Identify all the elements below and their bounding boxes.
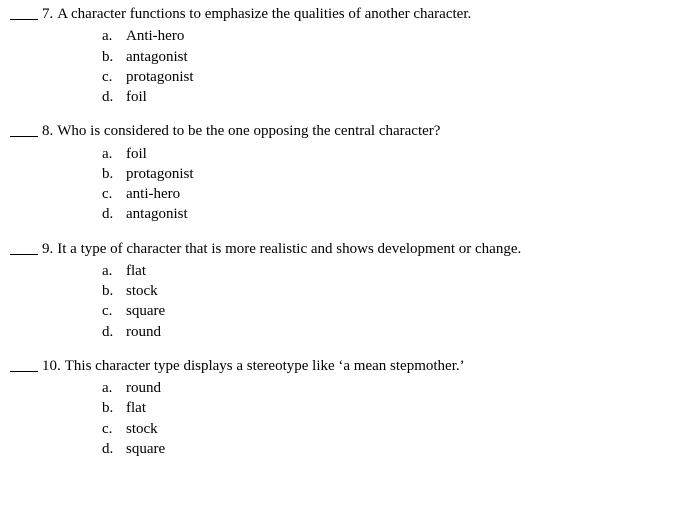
option-letter: c. — [102, 301, 126, 321]
option-letter: b. — [102, 398, 126, 418]
option-letter: a. — [102, 261, 126, 281]
option-b: b.flat — [102, 398, 679, 418]
option-text: stock — [126, 281, 158, 301]
option-a: a.foil — [102, 144, 679, 164]
option-text: foil — [126, 144, 147, 164]
option-a: a.Anti-hero — [102, 26, 679, 46]
options-list: a.flatb.stockc.squared.round — [102, 261, 679, 342]
answer-blank[interactable] — [10, 6, 38, 20]
option-b: b.stock — [102, 281, 679, 301]
options-list: a.roundb.flatc.stockd.square — [102, 378, 679, 459]
option-letter: b. — [102, 281, 126, 301]
option-text: anti-hero — [126, 184, 180, 204]
option-text: Anti-hero — [126, 26, 184, 46]
option-text: foil — [126, 87, 147, 107]
option-letter: d. — [102, 204, 126, 224]
option-letter: c. — [102, 419, 126, 439]
option-text: round — [126, 378, 161, 398]
question-number: 7. — [42, 4, 53, 24]
question-number: 8. — [42, 121, 53, 141]
options-list: a.Anti-herob.antagonistc.protagonistd.fo… — [102, 26, 679, 107]
question-number: 10. — [42, 356, 61, 376]
question-row: 9.It a type of character that is more re… — [10, 239, 679, 259]
option-c: c.square — [102, 301, 679, 321]
option-d: d.antagonist — [102, 204, 679, 224]
option-text: protagonist — [126, 67, 194, 87]
option-text: antagonist — [126, 204, 188, 224]
option-d: d.round — [102, 322, 679, 342]
option-letter: a. — [102, 378, 126, 398]
question-row: 10.This character type displays a stereo… — [10, 356, 679, 376]
option-c: c.stock — [102, 419, 679, 439]
option-letter: b. — [102, 47, 126, 67]
option-letter: d. — [102, 87, 126, 107]
option-letter: b. — [102, 164, 126, 184]
quiz-container: 7.A character functions to emphasize the… — [10, 4, 679, 459]
option-b: b.antagonist — [102, 47, 679, 67]
option-text: stock — [126, 419, 158, 439]
option-a: a.flat — [102, 261, 679, 281]
answer-blank[interactable] — [10, 123, 38, 137]
option-b: b.protagonist — [102, 164, 679, 184]
question-row: 8.Who is considered to be the one opposi… — [10, 121, 679, 141]
question-10: 10.This character type displays a stereo… — [10, 356, 679, 459]
option-d: d.square — [102, 439, 679, 459]
option-letter: c. — [102, 67, 126, 87]
option-text: antagonist — [126, 47, 188, 67]
option-text: protagonist — [126, 164, 194, 184]
question-7: 7.A character functions to emphasize the… — [10, 4, 679, 107]
option-letter: d. — [102, 322, 126, 342]
option-text: square — [126, 301, 165, 321]
option-text: square — [126, 439, 165, 459]
option-d: d.foil — [102, 87, 679, 107]
option-text: flat — [126, 261, 146, 281]
option-c: c.anti-hero — [102, 184, 679, 204]
question-8: 8.Who is considered to be the one opposi… — [10, 121, 679, 224]
option-letter: a. — [102, 144, 126, 164]
question-stem: A character functions to emphasize the q… — [57, 4, 679, 24]
question-stem: This character type displays a stereotyp… — [65, 356, 679, 376]
answer-blank[interactable] — [10, 241, 38, 255]
option-a: a.round — [102, 378, 679, 398]
options-list: a.foilb.protagonistc.anti-herod.antagoni… — [102, 144, 679, 225]
question-number: 9. — [42, 239, 53, 259]
option-letter: c. — [102, 184, 126, 204]
question-stem: It a type of character that is more real… — [57, 239, 679, 259]
option-letter: d. — [102, 439, 126, 459]
option-text: flat — [126, 398, 146, 418]
question-stem: Who is considered to be the one opposing… — [57, 121, 679, 141]
question-row: 7.A character functions to emphasize the… — [10, 4, 679, 24]
option-letter: a. — [102, 26, 126, 46]
option-c: c.protagonist — [102, 67, 679, 87]
question-9: 9.It a type of character that is more re… — [10, 239, 679, 342]
option-text: round — [126, 322, 161, 342]
answer-blank[interactable] — [10, 358, 38, 372]
